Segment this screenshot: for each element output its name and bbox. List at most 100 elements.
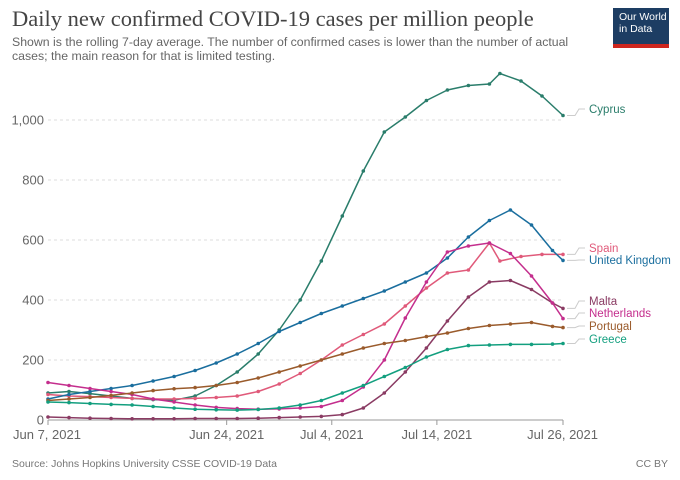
data-point [508, 208, 513, 212]
data-point [340, 304, 345, 308]
data-point [561, 258, 565, 263]
data-point [498, 71, 502, 76]
series-malta[interactable] [46, 278, 565, 421]
data-point [298, 320, 303, 325]
data-point [529, 287, 534, 292]
y-tick-label: 800 [22, 173, 44, 188]
x-tick-label: Jun 24, 2021 [189, 427, 264, 442]
data-point [67, 397, 71, 401]
series-label-cyprus[interactable]: Cyprus [589, 104, 626, 116]
data-point [561, 252, 565, 257]
data-point [487, 280, 492, 284]
data-point [67, 392, 71, 397]
data-point [67, 389, 71, 394]
data-point [319, 398, 324, 403]
data-point [466, 235, 471, 239]
data-point [361, 296, 366, 301]
logo-line-1: Our World [619, 11, 667, 23]
y-tick-label: 1,000 [11, 113, 44, 128]
series-line-malta [47, 279, 564, 420]
data-point [361, 406, 366, 410]
series-label-netherlands[interactable]: Netherlands [589, 308, 651, 320]
y-tick-label: 0 [37, 413, 44, 428]
data-point [235, 370, 239, 374]
data-point [193, 407, 197, 412]
data-point [46, 400, 50, 404]
series-line-cyprus [47, 72, 564, 401]
data-point [529, 223, 534, 227]
data-point [319, 404, 324, 409]
data-point [172, 400, 176, 404]
data-point [214, 416, 218, 421]
data-point [361, 332, 366, 337]
data-point [382, 130, 387, 134]
data-point [235, 416, 239, 421]
data-point [214, 408, 218, 412]
data-point [550, 342, 555, 346]
series-label-united-kingdom[interactable]: United Kingdom [589, 255, 671, 267]
data-point [277, 370, 282, 374]
owid-logo[interactable]: Our World in Data [613, 8, 669, 48]
data-point [487, 323, 492, 328]
label-connector [567, 300, 585, 309]
series-portugal[interactable] [46, 320, 565, 403]
data-point [540, 252, 544, 257]
data-point [382, 391, 387, 395]
series-label-greece[interactable]: Greece [589, 334, 627, 346]
series-netherlands[interactable] [46, 241, 565, 412]
series-cyprus[interactable] [46, 71, 565, 403]
data-point [487, 241, 492, 245]
data-point [151, 388, 155, 393]
data-point [277, 329, 282, 334]
series-label-spain[interactable]: Spain [589, 243, 618, 255]
data-point [298, 406, 303, 410]
data-point [109, 393, 113, 398]
data-point [466, 268, 471, 272]
series-layer [46, 71, 565, 421]
data-point [424, 334, 429, 339]
data-point [319, 311, 324, 316]
data-point [508, 278, 513, 283]
data-point [508, 251, 513, 256]
y-tick-label: 400 [22, 293, 44, 308]
series-greece[interactable] [46, 341, 565, 412]
chart-subtitle: Shown is the rolling 7-day average. The … [12, 35, 569, 63]
data-point [235, 394, 239, 398]
data-point [67, 400, 71, 405]
data-point [340, 352, 345, 356]
series-label-portugal[interactable]: Portugal [589, 321, 632, 333]
data-point [235, 380, 239, 385]
data-point [340, 391, 345, 395]
data-point [235, 352, 239, 356]
data-point [361, 169, 366, 173]
data-point [519, 254, 523, 259]
data-point [424, 271, 429, 275]
license-note: CC BY [635, 458, 668, 470]
series-line-portugal [47, 321, 564, 402]
data-point [508, 342, 513, 347]
data-point [193, 403, 197, 407]
y-tick-label: 200 [22, 353, 44, 368]
series-label-malta[interactable]: Malta [589, 296, 618, 308]
data-point [403, 280, 408, 284]
data-point [550, 248, 555, 253]
data-point [424, 355, 429, 359]
label-connector [567, 108, 585, 116]
series-united-kingdom[interactable] [46, 208, 565, 401]
data-point [561, 325, 565, 330]
data-point [109, 386, 113, 391]
data-point [235, 408, 239, 412]
data-point [466, 83, 471, 88]
data-point [361, 383, 366, 388]
data-point [172, 417, 176, 421]
data-point [382, 358, 387, 362]
data-point [193, 396, 197, 401]
data-point [403, 370, 408, 374]
series-line-greece [47, 342, 564, 411]
data-point [445, 88, 450, 92]
data-point [88, 386, 92, 391]
data-point [319, 259, 324, 263]
data-point [298, 364, 303, 368]
data-point [561, 306, 565, 311]
